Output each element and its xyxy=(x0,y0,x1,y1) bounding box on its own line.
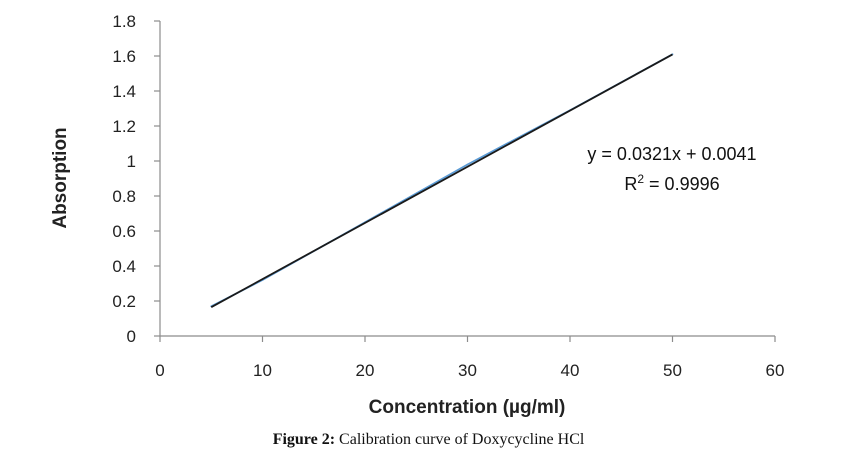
x-tick-label: 60 xyxy=(766,361,785,380)
y-tick-label: 0.4 xyxy=(112,257,136,276)
y-tick-label: 0 xyxy=(127,327,136,346)
r-squared-label: R2 = 0.9996 xyxy=(624,172,719,194)
y-tick-label: 1.2 xyxy=(112,117,136,136)
trendline-layer xyxy=(210,53,673,308)
y-tick-label: 0.8 xyxy=(112,187,136,206)
x-tick-label: 30 xyxy=(458,361,477,380)
trendline xyxy=(210,53,673,308)
x-axis-title: Concentration (µg/ml) xyxy=(369,397,566,418)
y-tick-label: 1.6 xyxy=(112,47,136,66)
y-tick-label: 0.6 xyxy=(112,222,136,241)
regression-equation: y = 0.0321x + 0.0041 xyxy=(587,144,756,164)
x-tick-label: 40 xyxy=(561,361,580,380)
y-axis-ticks: 0 0.2 0.4 0.6 0.8 1 1.2 1.4 1.6 1.8 xyxy=(112,12,160,346)
x-axis-ticks: 0 10 20 30 40 50 60 xyxy=(155,336,784,380)
data-point xyxy=(466,163,469,166)
y-tick-label: 1.4 xyxy=(112,82,136,101)
y-axis-title: Absorption xyxy=(50,127,71,228)
figure-caption: Figure 2: Calibration curve of Doxycycli… xyxy=(0,431,857,449)
r-squared-prefix: R xyxy=(624,174,637,194)
x-tick-label: 20 xyxy=(356,361,375,380)
x-tick-label: 50 xyxy=(663,361,682,380)
x-tick-label: 10 xyxy=(253,361,272,380)
r-squared-value: = 0.9996 xyxy=(644,174,720,194)
y-tick-label: 0.2 xyxy=(112,292,136,311)
r-squared-superscript: 2 xyxy=(637,172,644,186)
caption-text: Calibration curve of Doxycycline HCl xyxy=(335,431,585,448)
caption-label: Figure 2: xyxy=(272,431,336,448)
y-tick-label: 1.8 xyxy=(112,12,136,31)
y-tick-label: 1 xyxy=(127,152,136,171)
calibration-chart: 0 10 20 30 40 50 60 0 0.2 0.4 0.6 0.8 1 1.2 1.4 1.6 1.8… xyxy=(50,12,784,418)
x-tick-label: 0 xyxy=(155,361,164,380)
